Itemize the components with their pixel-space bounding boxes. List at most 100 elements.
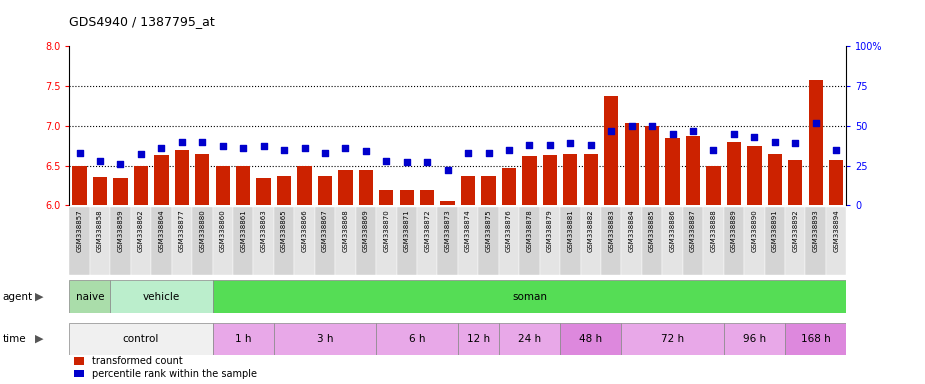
Bar: [92, 177, 107, 205]
Bar: [213, 323, 274, 355]
Bar: [481, 176, 496, 205]
Text: GSM338871: GSM338871: [403, 209, 410, 252]
Point: [563, 140, 578, 146]
Point: [604, 127, 619, 134]
Bar: [72, 166, 87, 205]
Point: [645, 123, 660, 129]
Bar: [707, 166, 721, 205]
Bar: [683, 207, 703, 275]
Bar: [723, 207, 744, 275]
Text: GSM338868: GSM338868: [342, 209, 349, 252]
Bar: [829, 160, 844, 205]
Text: GSM338882: GSM338882: [587, 209, 594, 252]
Bar: [236, 166, 251, 205]
Text: time: time: [3, 334, 27, 344]
Bar: [90, 207, 110, 275]
Text: 96 h: 96 h: [743, 334, 766, 344]
Text: GDS4940 / 1387795_at: GDS4940 / 1387795_at: [69, 15, 216, 28]
Text: GSM338881: GSM338881: [567, 209, 574, 252]
Text: GSM338873: GSM338873: [445, 209, 450, 252]
Bar: [213, 280, 846, 313]
Bar: [314, 207, 335, 275]
Text: GSM338870: GSM338870: [383, 209, 389, 252]
Bar: [765, 207, 785, 275]
Text: 48 h: 48 h: [579, 334, 602, 344]
Bar: [213, 207, 233, 275]
Text: GSM338880: GSM338880: [199, 209, 205, 252]
Bar: [584, 154, 598, 205]
Bar: [335, 207, 355, 275]
Bar: [195, 154, 209, 205]
Text: GSM338859: GSM338859: [117, 209, 124, 252]
Text: GSM338864: GSM338864: [158, 209, 165, 252]
Point: [175, 139, 190, 145]
Bar: [561, 207, 581, 275]
Text: GSM338858: GSM338858: [97, 209, 103, 252]
Bar: [297, 166, 312, 205]
Bar: [233, 207, 253, 275]
Bar: [519, 207, 539, 275]
Point: [216, 143, 230, 149]
Text: soman: soman: [512, 291, 547, 302]
Text: GSM338887: GSM338887: [690, 209, 696, 252]
Text: GSM338869: GSM338869: [363, 209, 369, 252]
Bar: [192, 207, 213, 275]
Point: [624, 123, 639, 129]
Bar: [539, 207, 561, 275]
Bar: [604, 96, 619, 205]
Bar: [274, 207, 294, 275]
Point: [379, 158, 394, 164]
Bar: [808, 79, 823, 205]
Bar: [461, 176, 475, 205]
Bar: [685, 136, 700, 205]
Point: [440, 167, 455, 174]
Text: agent: agent: [3, 291, 33, 302]
Bar: [339, 170, 352, 205]
Bar: [110, 280, 213, 313]
Text: GSM338866: GSM338866: [302, 209, 307, 252]
Point: [297, 145, 312, 151]
Point: [317, 150, 332, 156]
Text: GSM338890: GSM338890: [751, 209, 758, 252]
Point: [665, 131, 680, 137]
Bar: [294, 207, 314, 275]
Bar: [581, 207, 601, 275]
Bar: [151, 207, 172, 275]
Bar: [788, 160, 802, 205]
Point: [256, 143, 271, 149]
Text: GSM338872: GSM338872: [425, 209, 430, 252]
Text: GSM338888: GSM338888: [710, 209, 717, 252]
Bar: [110, 207, 130, 275]
Bar: [69, 207, 90, 275]
Text: 1 h: 1 h: [235, 334, 252, 344]
Bar: [727, 142, 741, 205]
Point: [92, 158, 107, 164]
Bar: [561, 323, 622, 355]
Point: [113, 161, 128, 167]
Bar: [645, 126, 660, 205]
Bar: [216, 166, 230, 205]
Bar: [256, 177, 271, 205]
Bar: [440, 202, 455, 205]
Bar: [69, 280, 110, 313]
Bar: [400, 190, 413, 205]
Point: [277, 147, 291, 153]
Point: [420, 159, 435, 166]
Text: GSM338874: GSM338874: [465, 209, 471, 252]
Point: [747, 134, 762, 140]
Bar: [622, 323, 723, 355]
Bar: [318, 176, 332, 205]
Point: [788, 140, 803, 146]
Point: [685, 127, 700, 134]
Point: [706, 147, 721, 153]
Bar: [130, 207, 151, 275]
Bar: [478, 207, 499, 275]
Point: [522, 142, 536, 148]
Bar: [376, 207, 397, 275]
Point: [338, 145, 352, 151]
Bar: [274, 323, 376, 355]
Bar: [768, 154, 782, 205]
Text: control: control: [123, 334, 159, 344]
Text: GSM338893: GSM338893: [813, 209, 819, 252]
Text: GSM338863: GSM338863: [261, 209, 266, 252]
